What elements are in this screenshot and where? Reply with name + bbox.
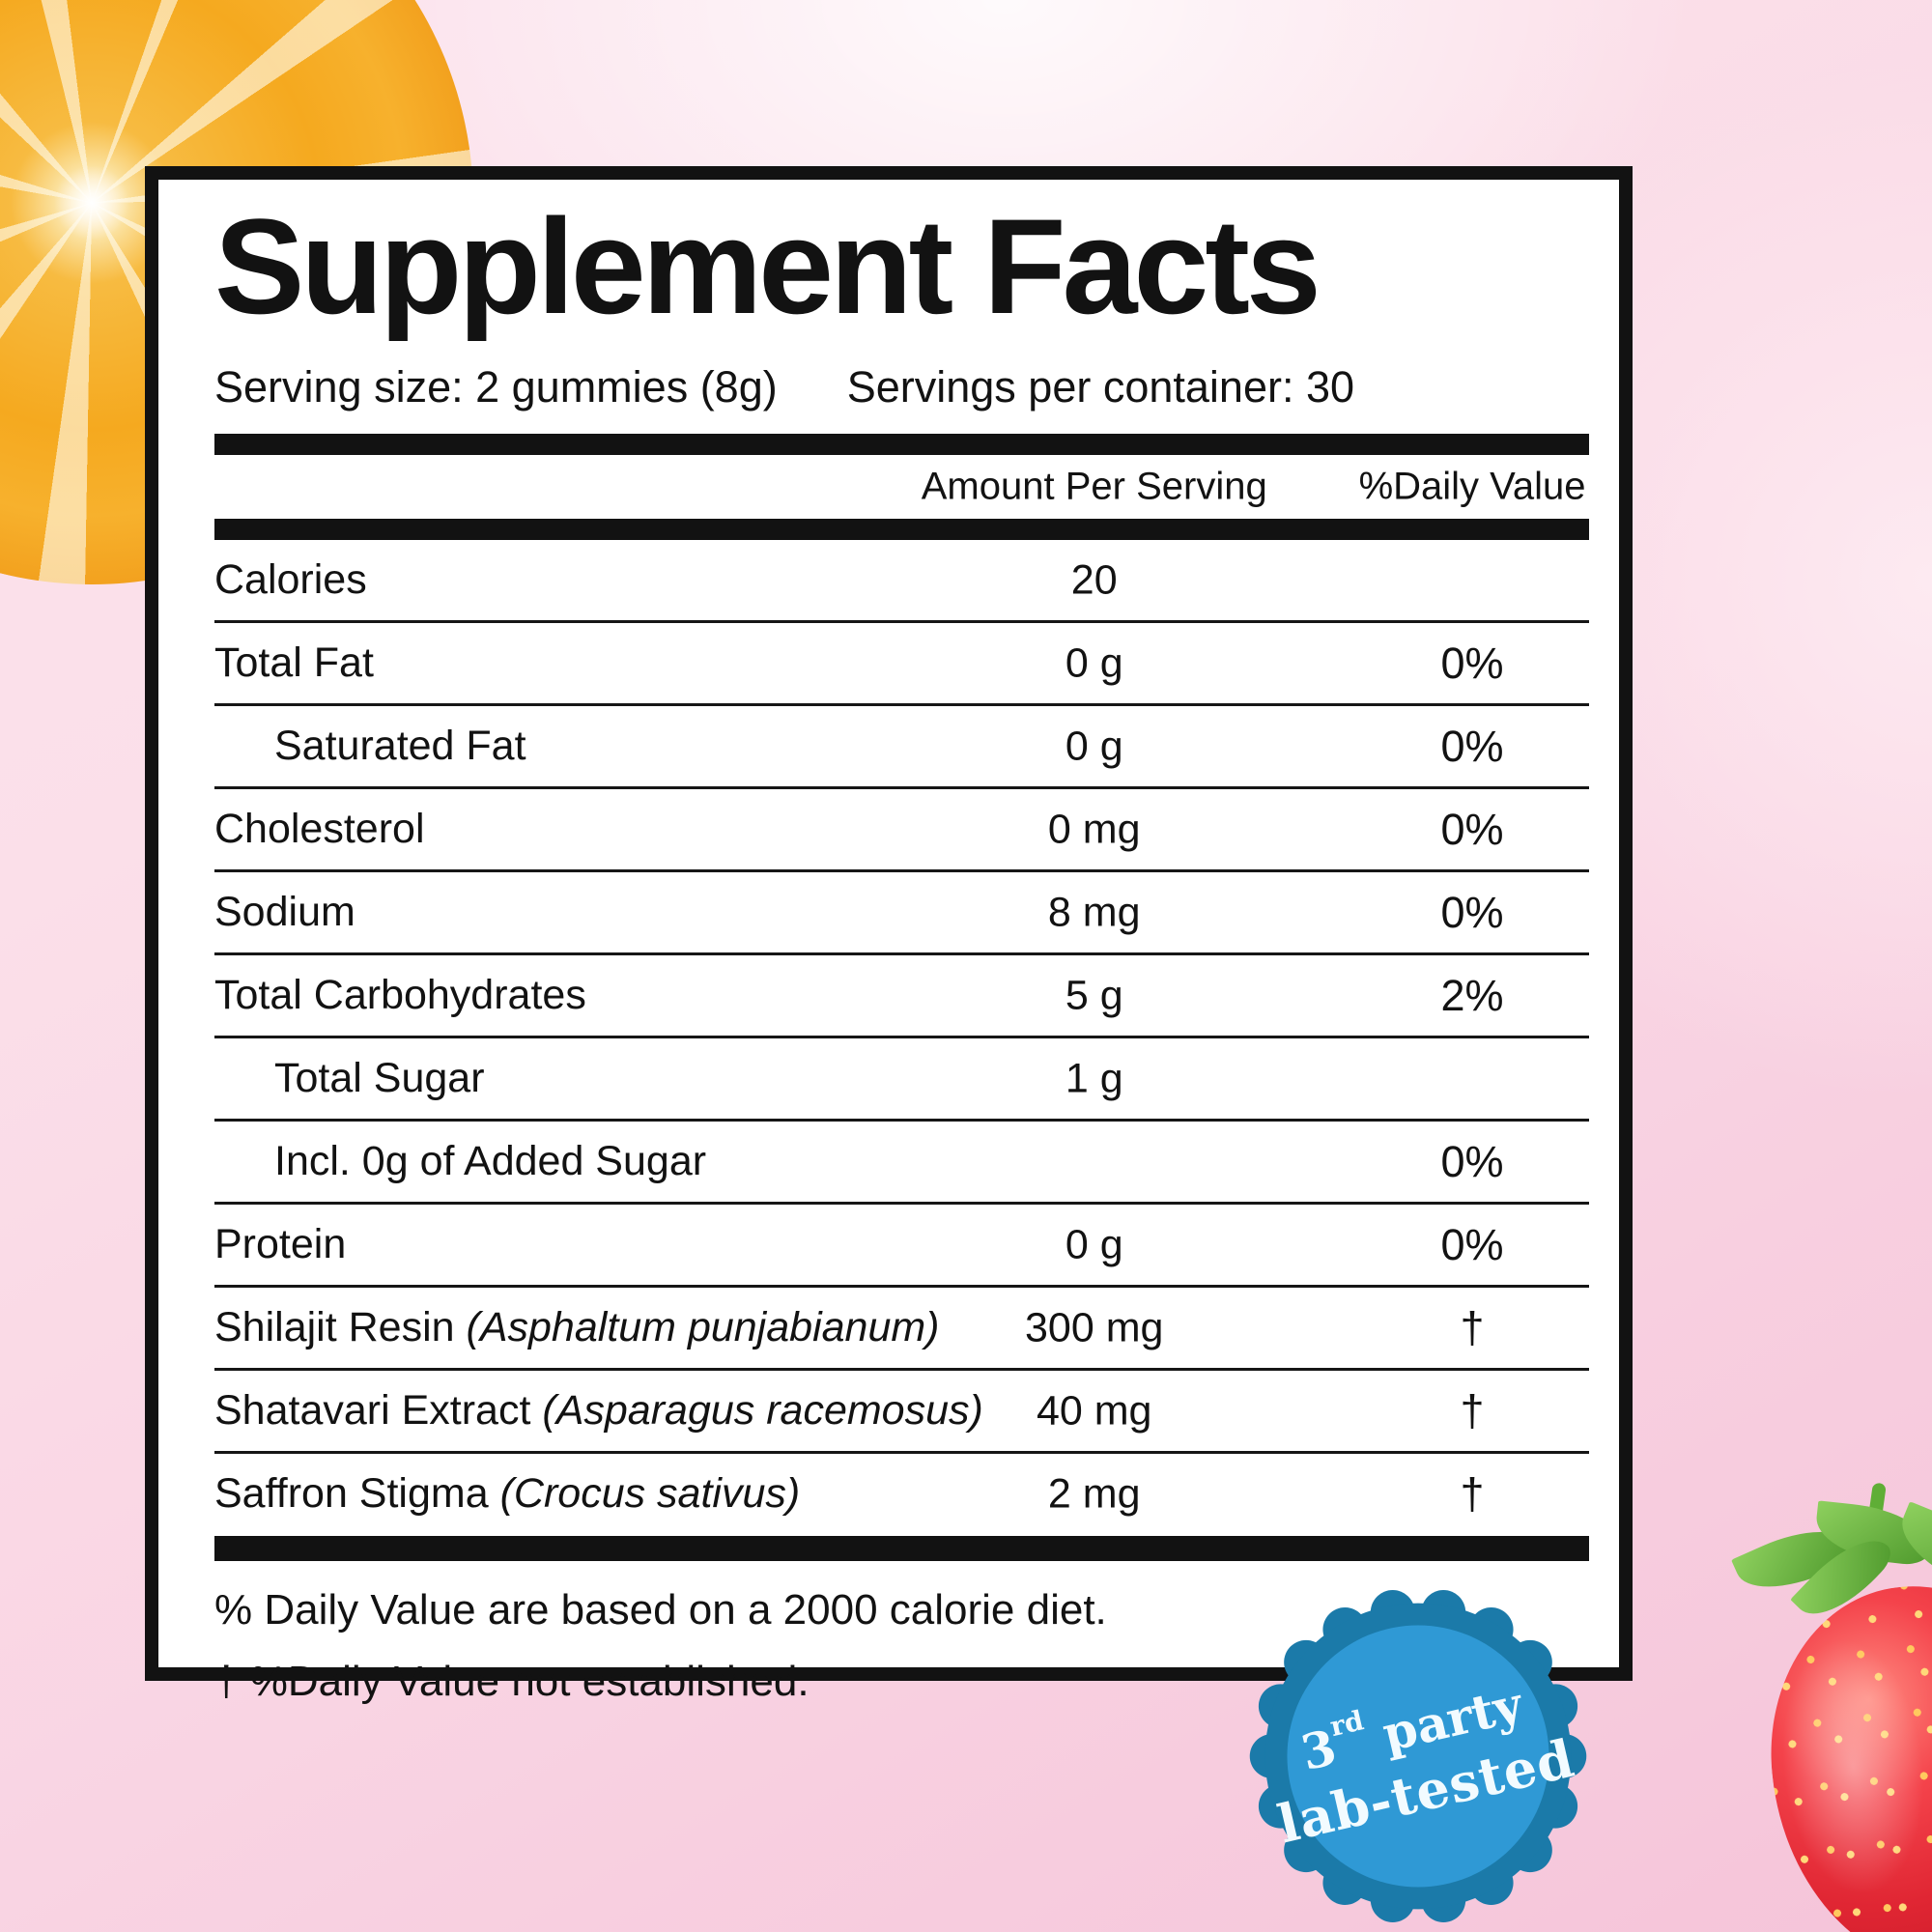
nutrient-name: Saturated Fat	[274, 723, 526, 769]
nutrient-amount: 0 g	[1065, 639, 1123, 686]
nutrient-row: Saturated Fat 0 g 0%	[214, 703, 1589, 786]
nutrient-daily-value: 0%	[1440, 804, 1504, 854]
nutrient-name: Incl. 0g of Added Sugar	[274, 1138, 707, 1184]
nutrient-daily-value: 0%	[1440, 887, 1504, 937]
nutrient-name: Shatavari Extract (Asparagus racemosus)	[214, 1387, 983, 1434]
column-header-daily-value: %Daily Value	[1358, 465, 1586, 508]
badge-scallop-seal	[1249, 1590, 1587, 1922]
servings-per-container-text: Servings per container: 30	[846, 362, 1355, 412]
nutrient-row: Incl. 0g of Added Sugar 0%	[214, 1119, 1589, 1202]
serving-size-text: Serving size: 2 gummies (8g)	[214, 362, 778, 412]
nutrient-name: Cholesterol	[214, 806, 425, 852]
thick-divider-header	[214, 519, 1589, 540]
nutrient-row: Calories 20	[214, 540, 1589, 620]
nutrient-name: Total Sugar	[274, 1055, 485, 1101]
nutrient-daily-value: 0%	[1440, 1219, 1504, 1269]
nutrient-daily-value: †	[1460, 1385, 1485, 1435]
thick-divider-top	[214, 434, 1589, 455]
nutrient-daily-value: 0%	[1440, 721, 1504, 771]
panel-title: Supplement Facts	[214, 190, 1321, 342]
table-header-row: Amount Per Serving %Daily Value	[214, 455, 1589, 519]
nutrient-amount: 300 mg	[1025, 1304, 1164, 1350]
nutrient-name: Protein	[214, 1221, 347, 1267]
nutrient-row: Sodium 8 mg 0%	[214, 869, 1589, 952]
nutrient-amount: 0 mg	[1047, 806, 1141, 852]
nutrient-row: Cholesterol 0 mg 0%	[214, 786, 1589, 869]
nutrient-amount: 40 mg	[1036, 1387, 1152, 1434]
nutrient-name: Total Carbohydrates	[214, 972, 586, 1018]
nutrient-row: Shatavari Extract (Asparagus racemosus) …	[214, 1368, 1589, 1451]
footnote-dagger: † %Daily Value not established.	[214, 1658, 810, 1706]
nutrient-daily-value: †	[1460, 1468, 1485, 1519]
nutrient-name: Saffron Stigma (Crocus sativus)	[214, 1470, 801, 1517]
nutrient-rows: Calories 20 Total Fat 0 g 0% Saturated F…	[214, 540, 1589, 1534]
nutrient-amount: 0 g	[1065, 1221, 1123, 1267]
footnote-daily-value: % Daily Value are based on a 2000 calori…	[214, 1586, 1107, 1634]
nutrient-row: Protein 0 g 0%	[214, 1202, 1589, 1285]
nutrient-amount: 8 mg	[1047, 889, 1141, 935]
nutrient-name: Sodium	[214, 889, 355, 935]
supplement-facts-panel: Supplement Facts Serving size: 2 gummies…	[145, 166, 1633, 1705]
column-header-amount: Amount Per Serving	[921, 465, 1267, 508]
nutrient-daily-value: 0%	[1440, 1136, 1504, 1186]
nutrient-name: Calories	[214, 556, 367, 603]
nutrient-daily-value: 0%	[1440, 638, 1504, 688]
nutrient-row: Total Carbohydrates 5 g 2%	[214, 952, 1589, 1036]
nutrient-amount: 20	[1070, 556, 1118, 603]
nutrient-row: Shilajit Resin (Asphaltum punjabianum) 3…	[214, 1285, 1589, 1368]
nutrient-row: Total Sugar 1 g	[214, 1036, 1589, 1119]
lab-tested-badge: 3rd party lab-tested	[1248, 1586, 1588, 1926]
nutrient-name: Shilajit Resin (Asphaltum punjabianum)	[214, 1304, 940, 1350]
nutrient-row: Saffron Stigma (Crocus sativus) 2 mg †	[214, 1451, 1589, 1534]
nutrient-amount: 5 g	[1065, 972, 1123, 1018]
nutrient-amount: 0 g	[1065, 723, 1123, 769]
nutrient-daily-value: †	[1460, 1302, 1485, 1352]
nutrient-daily-value: 2%	[1440, 970, 1504, 1020]
nutrient-row: Total Fat 0 g 0%	[214, 620, 1589, 703]
nutrient-name: Total Fat	[214, 639, 374, 686]
serving-info: Serving size: 2 gummies (8g) Servings pe…	[214, 362, 1589, 412]
nutrient-amount: 2 mg	[1047, 1470, 1141, 1517]
thick-divider-bottom	[214, 1536, 1589, 1561]
nutrient-amount: 1 g	[1065, 1055, 1123, 1101]
